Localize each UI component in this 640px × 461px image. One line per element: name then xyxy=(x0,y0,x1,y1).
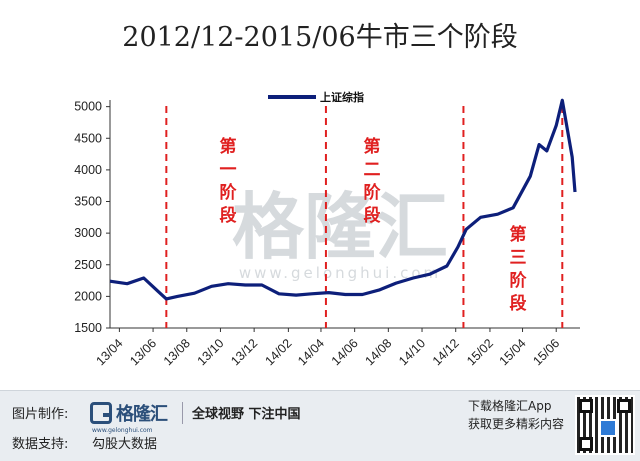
x-tick-label: 13/10 xyxy=(195,336,227,368)
phase-label: 第三阶段 xyxy=(510,224,528,314)
x-axis-ticks: 13/04 13/06 13/08 13/10 13/12 14/02 14/04 14/06… xyxy=(93,328,562,368)
x-tick-label: 14/04 xyxy=(295,336,327,368)
y-tick-label: 5000 xyxy=(74,100,102,114)
x-tick-label: 13/04 xyxy=(93,336,125,368)
y-tick-label: 3500 xyxy=(74,195,102,209)
series-line-shanghai-composite xyxy=(109,98,577,301)
x-tick-label: 15/02 xyxy=(464,336,496,368)
x-tick-label: 14/06 xyxy=(329,336,361,368)
watermark-name: 格隆汇 xyxy=(232,185,448,269)
logo-name: 格隆汇 xyxy=(116,404,168,425)
x-tick-label: 15/04 xyxy=(497,336,529,368)
legend-label: 上证综指 xyxy=(320,90,364,104)
y-tick-label: 3000 xyxy=(74,226,102,240)
logo-g-icon xyxy=(90,402,112,424)
data-support-label: 数据支持: xyxy=(12,437,69,452)
x-tick-label: 15/06 xyxy=(530,336,562,368)
y-tick-label: 4000 xyxy=(74,163,102,177)
x-tick-label: 14/08 xyxy=(362,336,394,368)
phase-label: 第一阶段 xyxy=(220,136,238,226)
watermark: 格隆汇 www.gelonghui.com xyxy=(232,185,448,282)
y-tick-label: 2500 xyxy=(74,258,102,272)
y-tick-label: 2000 xyxy=(74,289,102,303)
phase-dividers xyxy=(165,106,564,328)
phase-label: 第二阶段 xyxy=(364,136,382,226)
x-tick-label: 14/10 xyxy=(396,336,428,368)
y-tick-label: 1500 xyxy=(74,321,102,335)
download-text: 下载格隆汇App xyxy=(468,399,552,413)
data-support-value: 勾股大数据 xyxy=(92,437,158,452)
y-tick-label: 4500 xyxy=(74,131,102,145)
footer: 图片制作: 格隆汇 www.gelonghui.com 全球视野 下注中国 数据… xyxy=(0,390,640,461)
x-tick-label: 13/06 xyxy=(127,336,159,368)
qr-code-icon[interactable] xyxy=(575,395,635,455)
footer-divider xyxy=(182,402,183,424)
slogan: 全球视野 下注中国 xyxy=(192,407,301,422)
series-layer xyxy=(109,98,577,301)
y-axis-ticks: 1500 2000 2500 3000 3500 4000 4500 5000 xyxy=(74,100,110,335)
x-tick-label: 14/02 xyxy=(262,336,294,368)
legend: 上证综指 xyxy=(268,90,364,104)
chart-title: 2012/12-2015/06牛市三个阶段 xyxy=(122,22,517,53)
made-by-label: 图片制作: xyxy=(12,407,69,422)
gelonghui-app-icon xyxy=(599,419,617,437)
x-tick-label: 14/12 xyxy=(430,336,462,368)
logo-url: www.gelonghui.com xyxy=(92,427,153,434)
more-text: 获取更多精彩内容 xyxy=(468,417,565,431)
brand-logo: 格隆汇 xyxy=(90,400,172,426)
x-tick-label: 13/08 xyxy=(161,336,193,368)
watermark-url: www.gelonghui.com xyxy=(239,264,441,282)
x-tick-label: 13/12 xyxy=(228,336,260,368)
chart: 2012/12-2015/06牛市三个阶段 格隆汇 www.gelonghui.… xyxy=(74,22,580,368)
